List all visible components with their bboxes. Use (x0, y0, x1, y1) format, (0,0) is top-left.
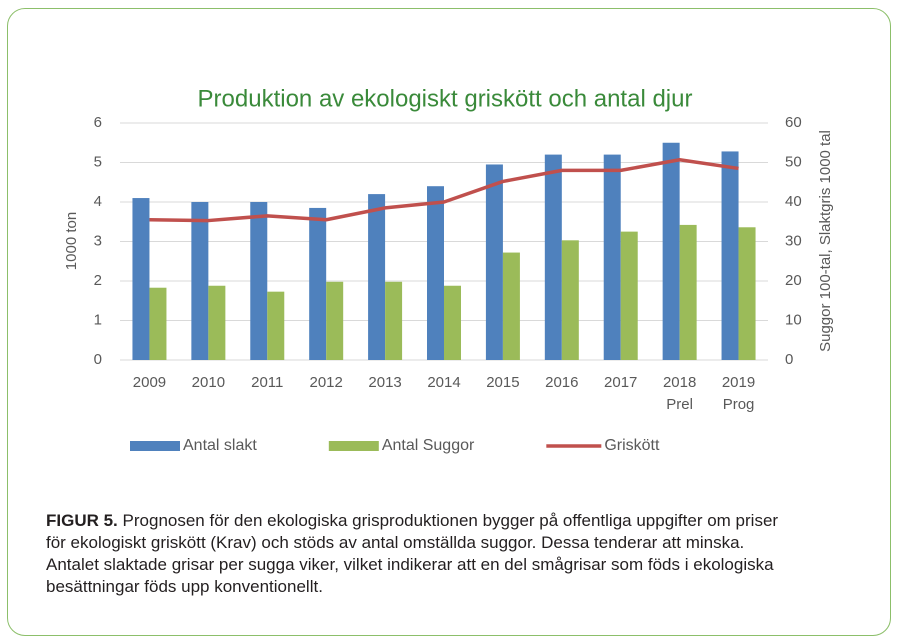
bar (250, 202, 268, 360)
x-tick-label: Prog (723, 396, 755, 413)
x-tick-label: 2015 (486, 374, 519, 391)
y2-tick-label: 0 (785, 351, 793, 368)
caption-label: FIGUR 5. (46, 511, 118, 530)
bar (149, 287, 167, 360)
x-tick-label: 2018 (663, 374, 696, 391)
bar (444, 285, 461, 360)
bar (368, 194, 386, 360)
bar (561, 240, 579, 360)
legend-label: Griskött (604, 437, 660, 454)
frame (7, 8, 891, 636)
x-tick-label: 2019 (722, 374, 755, 391)
x-tick-label: 2011 (251, 374, 283, 391)
y-axis-label: 1000 ton (63, 212, 80, 270)
bar (662, 142, 680, 360)
y2-tick-label: 20 (785, 272, 802, 289)
chart: Produktion av ekologiskt griskött och an… (63, 85, 834, 454)
y2-tick-label: 30 (785, 232, 802, 249)
y-tick-label: 0 (94, 351, 102, 368)
legend-swatch (328, 441, 379, 451)
y-tick-label: 1 (94, 311, 102, 328)
bar (544, 154, 562, 360)
x-tick-label: 2016 (545, 374, 578, 391)
x-tick-label: 2010 (192, 374, 225, 391)
bar (326, 281, 344, 360)
bar (309, 207, 327, 360)
chart-title: Produktion av ekologiskt griskött och an… (198, 85, 693, 112)
bar (385, 281, 403, 360)
bar (427, 186, 444, 360)
bar (721, 151, 739, 360)
legend-label: Antal slakt (183, 437, 257, 454)
x-tick-label: 2012 (309, 374, 342, 391)
y2-tick-label: 50 (785, 153, 802, 170)
y2-tick-label: 10 (785, 311, 802, 328)
y2-axis-label: Suggor 100-tal, Slaktgris 1000 tal (817, 130, 834, 352)
line (149, 157, 739, 223)
y-tick-label: 4 (94, 193, 102, 210)
bar (620, 231, 638, 360)
bar (485, 164, 503, 360)
legend-swatch (130, 441, 180, 451)
y-tick-label: 5 (94, 153, 102, 170)
y2-tick-label: 40 (785, 193, 802, 210)
bar (502, 252, 520, 360)
y-tick-label: 6 (94, 114, 102, 131)
caption: FIGUR 5. Prognosen för den ekologiska gr… (46, 510, 781, 598)
x-tick-label: 2017 (604, 374, 637, 391)
y-tick-label: 3 (94, 232, 102, 249)
bar (679, 224, 697, 360)
bar (132, 198, 150, 360)
bar (191, 202, 209, 360)
bar (267, 291, 285, 360)
x-tick-label: Prel (666, 396, 693, 413)
caption-text: Prognosen för den ekologiska grisprodukt… (46, 511, 779, 596)
y2-tick-label: 60 (785, 114, 802, 131)
bar (208, 285, 226, 360)
bar (603, 154, 621, 360)
x-tick-label: 2014 (427, 374, 460, 391)
x-tick-label: 2013 (368, 374, 401, 391)
legend-label: Antal Suggor (382, 437, 475, 454)
y-tick-label: 2 (94, 272, 102, 289)
x-tick-label: 2009 (133, 374, 166, 391)
bar (738, 227, 756, 360)
